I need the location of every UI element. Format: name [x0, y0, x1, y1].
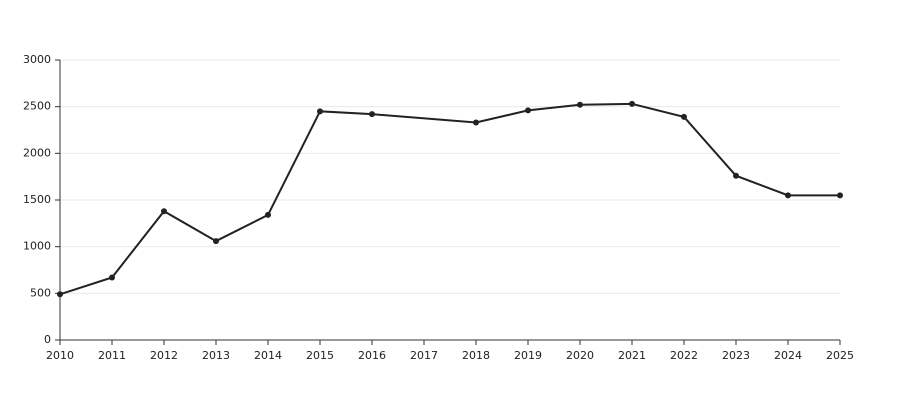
- y-tick-label: 3000: [23, 53, 51, 66]
- point: [213, 238, 219, 245]
- point: [629, 100, 635, 107]
- x-tick-label: 2015: [306, 349, 334, 362]
- y-tick-label: 1500: [23, 193, 51, 206]
- x-tick-label: 2021: [618, 349, 646, 362]
- point: [785, 192, 791, 199]
- point: [57, 291, 63, 298]
- point: [577, 101, 583, 108]
- x-tick-label: 2013: [202, 349, 230, 362]
- x-tick-label: 2014: [254, 349, 282, 362]
- x-tick-label: 2022: [670, 349, 698, 362]
- point: [109, 274, 115, 281]
- point: [681, 113, 687, 120]
- x-tick-label: 2020: [566, 349, 594, 362]
- point: [837, 192, 843, 199]
- point: [161, 208, 167, 215]
- point: [733, 172, 739, 179]
- point: [265, 211, 271, 218]
- x-tick-label: 2012: [150, 349, 178, 362]
- point: [369, 111, 375, 118]
- x-tick-label: 2018: [462, 349, 490, 362]
- x-tick-label: 2019: [514, 349, 542, 362]
- point: [525, 107, 531, 114]
- line: [59, 102, 840, 296]
- x-tick-label: 2017: [410, 349, 438, 362]
- x-tick-label: 2010: [46, 349, 74, 362]
- y-tick-label: 1000: [23, 240, 51, 253]
- x-tick-label: 2016: [358, 349, 386, 362]
- y-tick-label: 0: [44, 333, 51, 346]
- point: [473, 119, 479, 126]
- point: [317, 108, 323, 115]
- x-tick-label: 2024: [774, 349, 802, 362]
- x-tick-label: 2011: [98, 349, 126, 362]
- y-tick-label: 500: [30, 286, 51, 299]
- y-tick-label: 2000: [23, 146, 51, 159]
- x-tick-label: 2025: [826, 349, 854, 362]
- x-tick-label: 2023: [722, 349, 750, 362]
- y-tick-label: 2500: [23, 100, 51, 113]
